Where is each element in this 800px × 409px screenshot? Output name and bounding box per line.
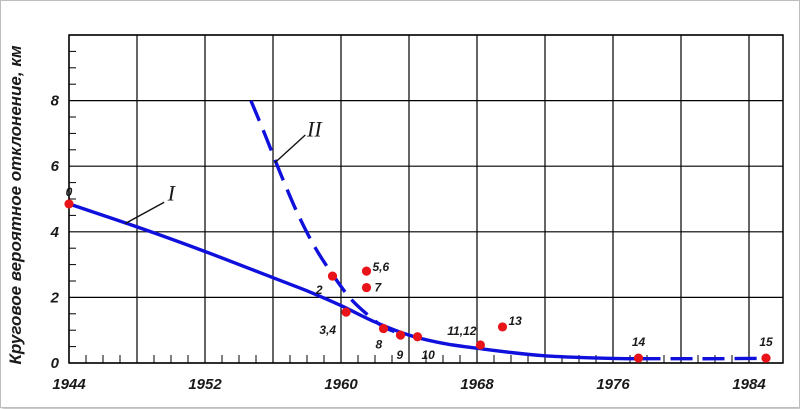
point-label: 0	[66, 185, 73, 199]
curve-label-i: I	[167, 181, 177, 206]
x-tick-label: 1960	[324, 376, 358, 393]
data-point	[362, 267, 371, 276]
plot-border	[69, 35, 783, 363]
curves	[69, 101, 763, 359]
data-point	[634, 353, 643, 362]
x-tick-label: 1952	[188, 376, 222, 393]
y-tick-label: 2	[50, 289, 60, 306]
x-tick-label: 1976	[596, 376, 630, 393]
y-axis-label: Круговое вероятное отклонение, км	[6, 45, 25, 364]
point-label: 15	[759, 335, 773, 349]
x-tick-label: 1944	[52, 376, 86, 393]
point-label: 10	[422, 348, 436, 362]
point-label: 2	[315, 283, 323, 297]
y-tick-label: 6	[51, 158, 60, 175]
point-label: 5,6	[373, 260, 390, 274]
series-line-i	[69, 204, 639, 359]
data-point	[379, 324, 388, 333]
point-label: 9	[397, 348, 404, 362]
curve-label-ii: II	[306, 117, 323, 142]
data-point	[476, 340, 485, 349]
y-tick-label: 4	[50, 224, 60, 241]
leader-ii	[275, 135, 306, 163]
point-label: 11,12	[447, 324, 476, 338]
data-point	[328, 271, 337, 280]
point-label: 13	[509, 314, 523, 328]
y-tick-label: 8	[51, 93, 60, 110]
point-label: 14	[632, 335, 646, 349]
data-point	[342, 308, 351, 317]
data-point	[396, 331, 405, 340]
x-tick-label: 1968	[460, 376, 494, 393]
point-label: 7	[375, 281, 383, 295]
curve-leaders	[125, 135, 305, 224]
leader-i	[125, 202, 164, 223]
point-label: 3,4	[319, 323, 336, 337]
data-points	[64, 199, 770, 362]
data-point	[413, 332, 422, 341]
grid	[69, 35, 783, 363]
data-point	[498, 322, 507, 331]
x-tick-label: 1984	[732, 376, 766, 393]
point-label: 8	[376, 338, 383, 352]
data-point	[64, 199, 73, 208]
data-point	[362, 283, 371, 292]
labels: 1944 1952 1960 1968 1976 1984 0 2 4 6 8 Круговое ве…	[6, 45, 773, 393]
y-tick-label: 0	[51, 355, 60, 372]
data-point	[761, 353, 770, 362]
